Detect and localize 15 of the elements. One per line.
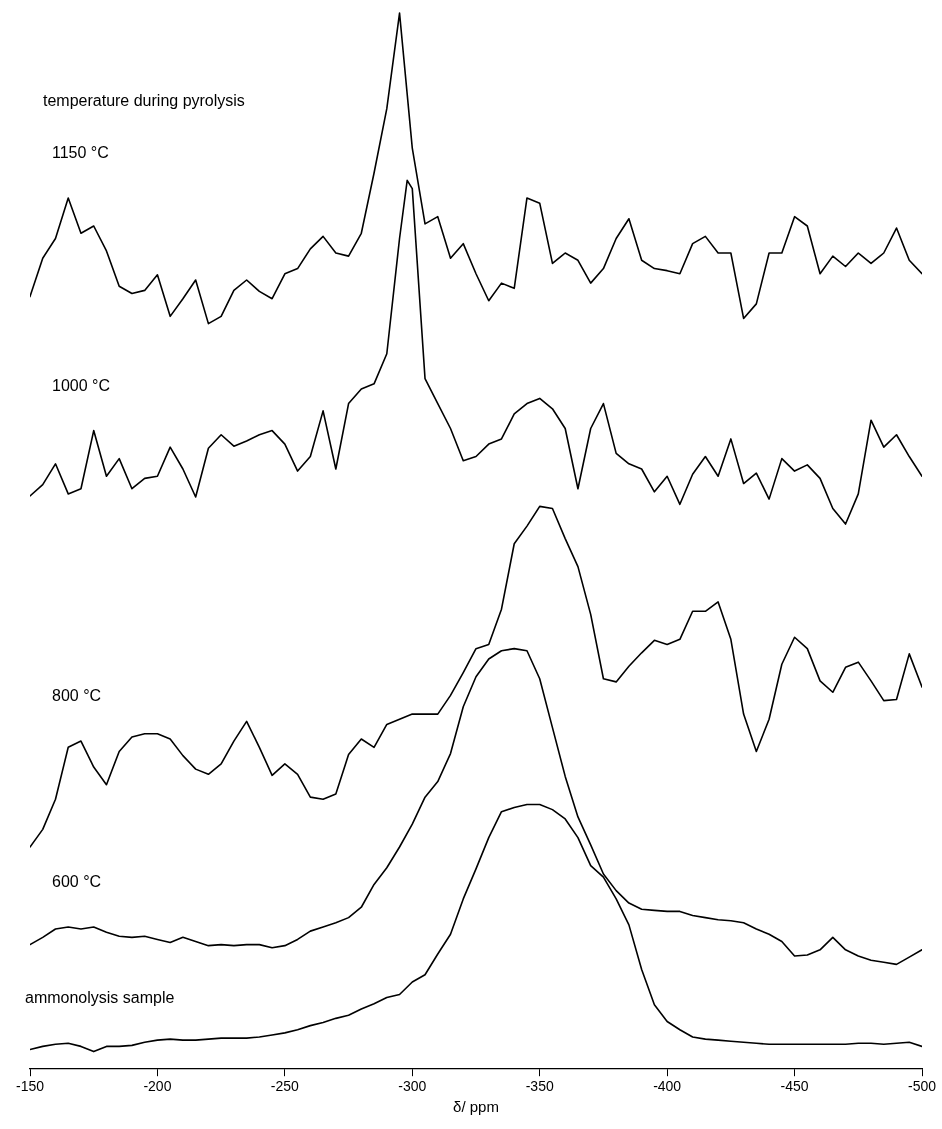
- annotation: temperature during pyrolysis: [43, 91, 245, 109]
- x-tick-label: -200: [143, 1078, 172, 1095]
- x-tick-label: -250: [270, 1078, 300, 1095]
- text: 600 °C: [52, 872, 102, 890]
- x-tick-label: -300: [398, 1078, 427, 1095]
- x-tick-label: -450: [780, 1078, 809, 1095]
- x-tick-label: -350: [525, 1078, 554, 1095]
- x-tick-label: -150: [15, 1078, 45, 1095]
- x-axis-title: δ/ ppm: [453, 1098, 499, 1116]
- text: 800 °C: [52, 687, 102, 705]
- x-tick-label: -500: [907, 1078, 937, 1095]
- x-tick-label: -400: [653, 1078, 682, 1095]
- text: 1150 °C: [52, 143, 109, 161]
- text: ammonolysis sample: [25, 989, 175, 1007]
- text: 1000 °C: [52, 376, 110, 394]
